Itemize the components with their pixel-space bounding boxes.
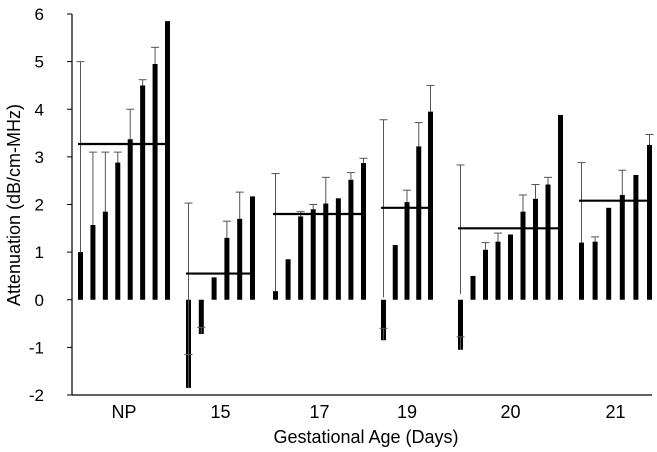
- bar: [237, 218, 243, 300]
- bar: [508, 234, 513, 300]
- bar: [273, 291, 278, 300]
- bar: [381, 299, 386, 341]
- bar: [533, 198, 538, 300]
- y-tick-label: 4: [35, 100, 44, 119]
- y-axis-title: Attenuation (dB/cm-MHz): [4, 104, 24, 306]
- bar: [78, 252, 83, 300]
- bar: [619, 194, 625, 300]
- bar: [520, 211, 526, 300]
- bar: [102, 211, 108, 300]
- bar: [224, 237, 230, 300]
- bar: [633, 174, 639, 300]
- bar: [250, 196, 255, 300]
- y-tick-label: 1: [35, 243, 44, 262]
- bar: [392, 244, 398, 300]
- bar: [90, 224, 96, 300]
- bar: [211, 277, 217, 300]
- bar: [198, 299, 204, 335]
- x-category-label: 19: [397, 402, 417, 422]
- bar: [298, 216, 304, 300]
- bar: [458, 299, 463, 350]
- bar: [470, 275, 476, 300]
- bar: [152, 64, 158, 300]
- bar: [592, 241, 598, 300]
- bar: [545, 184, 551, 300]
- x-axis-title: Gestational Age (Days): [273, 427, 458, 447]
- x-category-label: 20: [500, 402, 520, 422]
- x-category-label: 15: [210, 402, 230, 422]
- y-tick-label: 5: [35, 53, 44, 72]
- x-category-label: NP: [111, 402, 136, 422]
- bar: [606, 207, 612, 300]
- bar: [647, 144, 652, 300]
- axes: -2 -1 0 1 2 3 4 5 6 NP 15 17 19 20 21: [29, 5, 652, 422]
- bar: [579, 242, 584, 300]
- bar: [140, 85, 146, 300]
- bar: [335, 198, 341, 300]
- bar: [127, 139, 133, 300]
- bar: [310, 209, 316, 300]
- plot-area: [76, 21, 654, 388]
- bar: [323, 203, 329, 300]
- y-tick-label: -1: [29, 338, 44, 357]
- bar: [348, 179, 354, 300]
- y-tick-label: 2: [35, 196, 44, 215]
- x-category-label: 21: [605, 402, 625, 422]
- bar: [495, 241, 501, 300]
- bar: [361, 163, 366, 300]
- bar: [115, 162, 121, 300]
- bar: [558, 114, 563, 300]
- bar: [416, 146, 422, 300]
- y-tick-label: 3: [35, 148, 44, 167]
- bar: [165, 21, 170, 300]
- y-tick-label: -2: [29, 386, 44, 405]
- y-tick-label: 6: [35, 5, 44, 24]
- x-category-label: 17: [309, 402, 329, 422]
- bar: [483, 249, 488, 300]
- bar: [404, 202, 410, 300]
- y-tick-label: 0: [35, 291, 44, 310]
- bar: [428, 111, 433, 300]
- bar: [285, 259, 291, 300]
